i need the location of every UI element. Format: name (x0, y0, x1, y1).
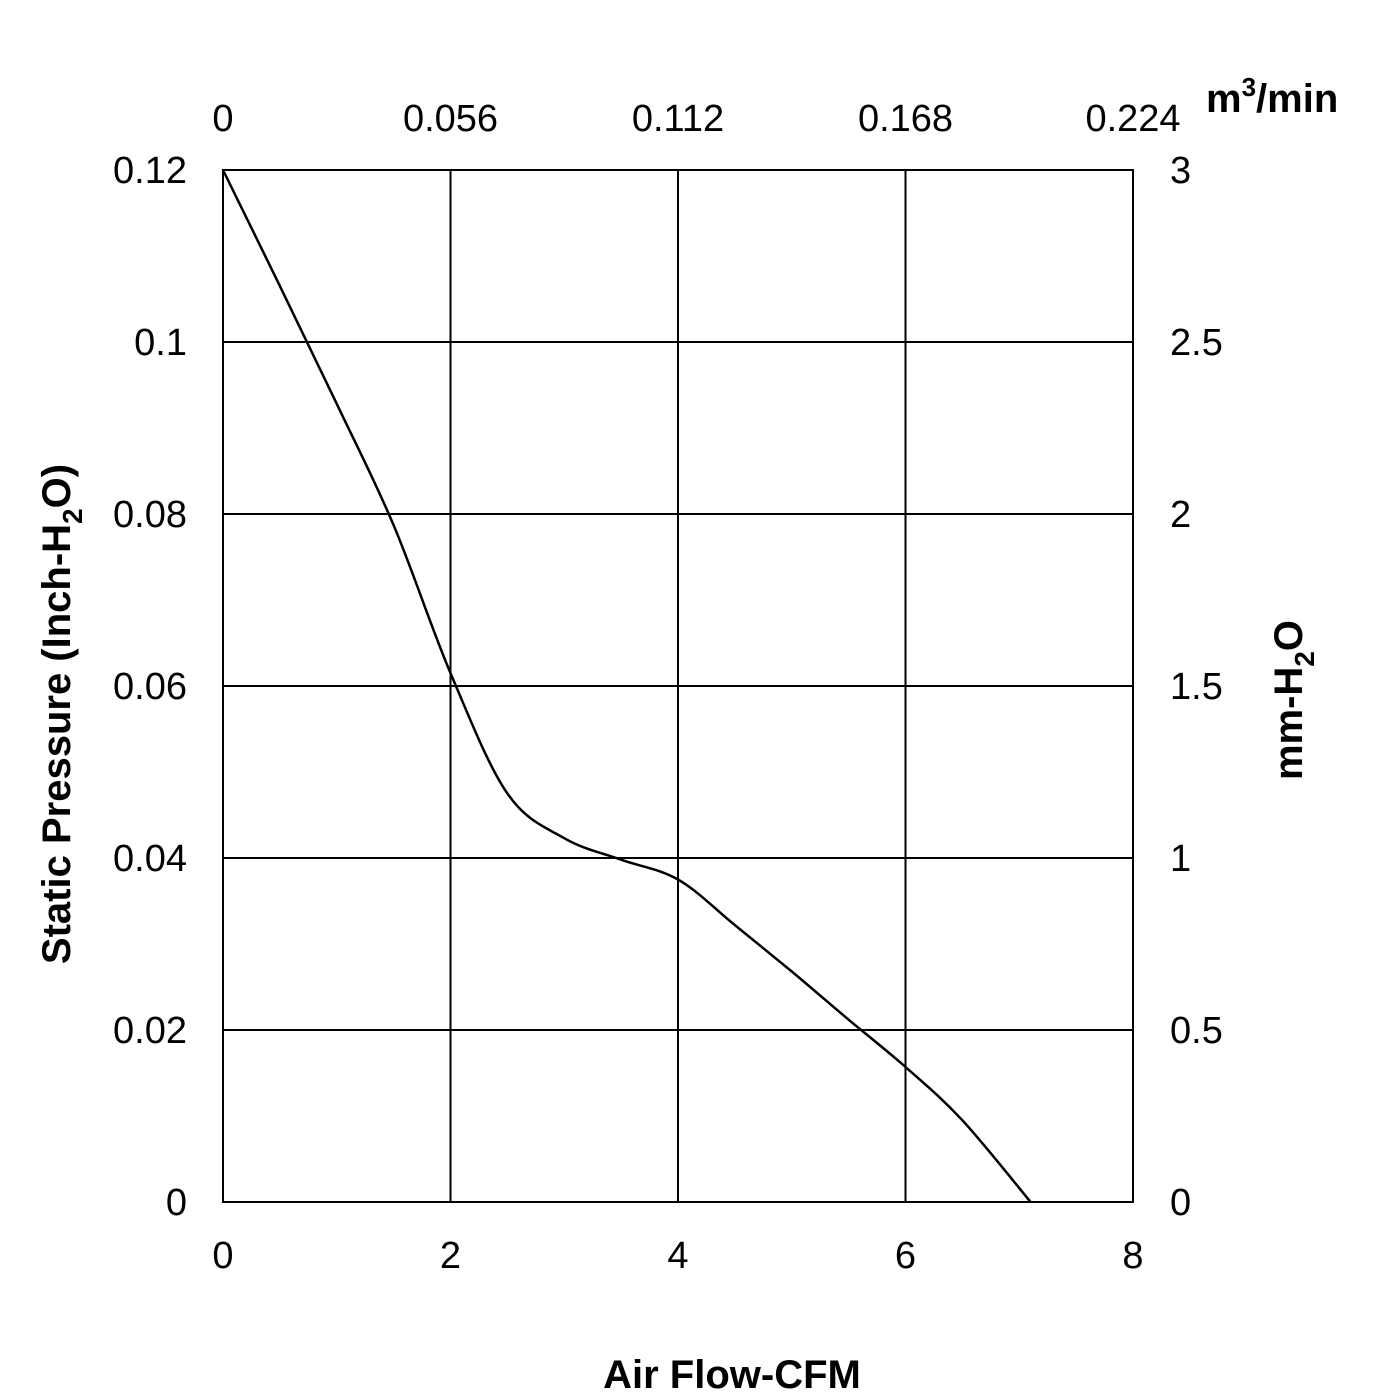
x2-tick-label: 0.056 (403, 98, 498, 140)
y-tick-label: 0.04 (113, 838, 187, 880)
y2-tick-label: 2.5 (1170, 322, 1223, 364)
y2-tick-label: 0.5 (1170, 1010, 1223, 1052)
y2-tick-label: 2 (1170, 494, 1191, 536)
x-tick-label: 8 (1122, 1235, 1143, 1277)
y-tick-label: 0.06 (113, 666, 187, 708)
x2-tick-label: 0 (212, 98, 233, 140)
y2-tick-label: 1 (1170, 838, 1191, 880)
y-tick-label: 0 (166, 1182, 187, 1224)
tick-labels: 0 2 4 6 80 0.056 0.112 0.168 0.22400.020.040.060… (113, 98, 1223, 1277)
y2-tick-label: 1.5 (1170, 666, 1223, 708)
y-tick-label: 0.1 (134, 322, 187, 364)
y-tick-label: 0.02 (113, 1010, 187, 1052)
y-axis-title: Static Pressure (Inch-H2O) (35, 464, 88, 964)
series-line (221, 169, 1032, 1203)
y-tick-label: 0.12 (113, 150, 187, 192)
x-tick-label: 4 (667, 1235, 688, 1277)
x2-tick-label: 0.112 (632, 98, 724, 140)
x2-tick-label: 0.224 (1085, 98, 1180, 140)
x2-tick-label: 0.168 (858, 98, 953, 140)
plot-frame (222, 169, 1134, 1203)
grid (223, 170, 1133, 1202)
x-axis-title: Air Flow-CFM (603, 1353, 861, 1397)
y2-tick-label: 3 (1170, 150, 1191, 192)
x2-axis-unit: m3/min (1206, 72, 1338, 121)
y2-axis-title: mm-H2O (1267, 620, 1320, 780)
x-tick-label: 2 (440, 1235, 461, 1277)
x-tick-label: 6 (895, 1235, 916, 1277)
x-tick-label: 0 (212, 1235, 233, 1277)
y-tick-label: 0.08 (113, 494, 187, 536)
y2-tick-label: 0 (1170, 1182, 1191, 1224)
